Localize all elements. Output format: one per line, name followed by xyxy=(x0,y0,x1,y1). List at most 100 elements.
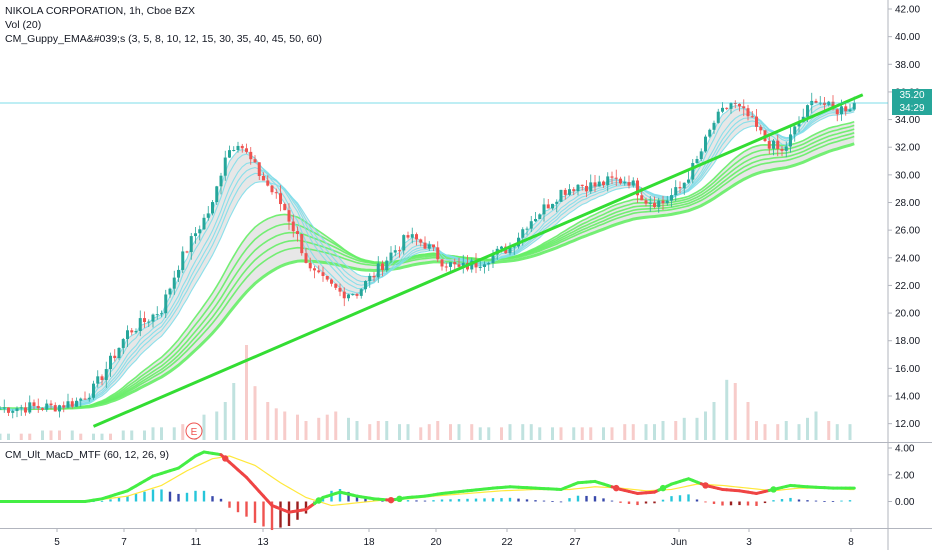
macd-legend[interactable]: CM_Ult_MacD_MTF (60, 12, 26, 9) xyxy=(5,449,169,461)
time-tick-label: 22 xyxy=(501,537,513,548)
volume-bar xyxy=(436,421,440,440)
candle-body xyxy=(406,235,410,238)
candle-body xyxy=(755,116,758,127)
candle-body xyxy=(228,150,231,158)
volume-bar xyxy=(763,424,767,440)
candle-body xyxy=(308,262,312,269)
volume-bar xyxy=(232,383,236,440)
macd-histogram-bar xyxy=(823,501,826,502)
macd-histogram-bar xyxy=(636,501,639,506)
candle-body xyxy=(236,145,240,151)
short-ema-line xyxy=(0,111,855,410)
macd-histogram-bar xyxy=(279,501,282,528)
macd-histogram-bar xyxy=(789,497,792,502)
symbol-legend[interactable]: NIKOLA CORPORATION, 1h, Cboe BZX xyxy=(5,5,196,17)
last-price-tag: 35.20 xyxy=(892,89,932,102)
candle-body xyxy=(602,181,605,186)
volume-bar xyxy=(215,411,219,440)
volume-legend[interactable]: Vol (20) xyxy=(5,19,42,31)
candle-body xyxy=(619,178,622,184)
macd-histogram-bar xyxy=(712,501,716,504)
macd-histogram-bar xyxy=(270,501,274,531)
volume-bar xyxy=(500,427,503,440)
time-tick-label: 11 xyxy=(191,537,202,548)
price-tick-label: 34.00 xyxy=(895,115,920,126)
volume-bar xyxy=(376,421,380,440)
candle-body xyxy=(223,157,227,176)
candle-body xyxy=(7,407,10,413)
macd-histogram-bar xyxy=(542,500,546,502)
price-tick-label: 24.00 xyxy=(895,253,920,264)
macd-cross-dot xyxy=(315,497,322,504)
candle-body xyxy=(240,145,244,149)
volume-bar xyxy=(109,433,112,440)
volume-bar xyxy=(355,421,359,440)
macd-tick-label: 2.00 xyxy=(895,470,915,481)
macd-histogram-bar xyxy=(797,499,801,502)
volume-bar xyxy=(755,421,758,440)
volume-bar xyxy=(572,427,576,440)
macd-histogram-bar xyxy=(100,500,104,502)
macd-histogram-bar xyxy=(517,498,520,502)
macd-histogram-bar xyxy=(602,498,605,502)
macd-cross-dot xyxy=(659,484,667,492)
volume-bar xyxy=(317,417,321,440)
macd-histogram-bar xyxy=(236,501,240,513)
macd-histogram-bar xyxy=(738,501,741,506)
volume-bar xyxy=(623,424,627,440)
volume-bar xyxy=(19,433,23,440)
macd-cross-dot xyxy=(387,496,395,504)
candle-body xyxy=(304,253,308,263)
volume-bar xyxy=(806,417,809,440)
macd-histogram-bar xyxy=(704,501,707,503)
volume-bar xyxy=(304,421,308,440)
candle-body xyxy=(215,186,219,203)
candle-body xyxy=(483,264,486,267)
candle-body xyxy=(487,263,491,265)
candle-body xyxy=(750,116,754,118)
volume-bar xyxy=(653,424,656,440)
volume-bar xyxy=(143,430,146,440)
candle-body xyxy=(11,411,15,413)
candle-body xyxy=(45,403,49,410)
candle-body xyxy=(83,398,87,400)
macd-histogram-bar xyxy=(619,501,622,503)
guppy-legend[interactable]: CM_Guppy_EMA&#039;s (3, 5, 8, 10, 12, 15… xyxy=(5,33,322,45)
price-tick-label: 40.00 xyxy=(895,32,920,43)
candle-body xyxy=(321,272,325,276)
volume-bar xyxy=(733,383,737,440)
macd-histogram-bar xyxy=(576,495,580,502)
macd-histogram-bar xyxy=(678,495,682,502)
candle-body xyxy=(313,268,316,271)
candle-body xyxy=(436,247,440,260)
candle-body xyxy=(589,182,593,192)
volume-bar xyxy=(325,414,329,440)
candle-body xyxy=(189,236,193,253)
candle-body xyxy=(793,126,797,135)
candle-body xyxy=(342,291,346,299)
volume-bar xyxy=(419,427,423,440)
volume-bar xyxy=(49,430,53,440)
candle-body xyxy=(351,294,355,296)
macd-histogram-bar xyxy=(126,496,129,502)
macd-tick-label: 0.00 xyxy=(895,497,915,508)
candle-body xyxy=(147,321,151,323)
candle-body xyxy=(670,195,673,201)
candle-body xyxy=(419,239,423,243)
candle-body xyxy=(232,150,236,152)
candle-body xyxy=(746,108,750,117)
candle-body xyxy=(109,355,112,370)
candle-body xyxy=(636,180,639,196)
candle-body xyxy=(542,204,546,215)
short-ema-line xyxy=(0,108,855,411)
price-tick-label: 26.00 xyxy=(895,226,920,237)
macd-histogram-bar xyxy=(160,489,163,502)
macd-histogram-bar xyxy=(746,501,750,506)
candle-body xyxy=(729,103,733,109)
macd-histogram-bar xyxy=(814,500,818,502)
candle-body xyxy=(49,403,53,406)
candle-body xyxy=(87,397,91,400)
candle-body xyxy=(521,229,525,238)
price-tick-label: 38.00 xyxy=(895,60,920,71)
